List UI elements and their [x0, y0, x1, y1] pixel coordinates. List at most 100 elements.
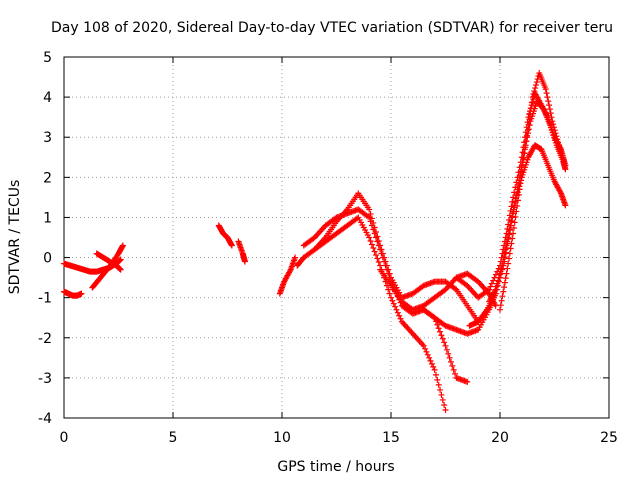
data-point — [424, 351, 431, 358]
data-point — [374, 233, 381, 240]
data-point — [499, 258, 506, 265]
data-point — [422, 345, 429, 352]
data-point — [393, 306, 400, 313]
data-point — [515, 191, 522, 198]
data-point — [551, 127, 558, 134]
data-point — [119, 242, 126, 249]
series-sat-b — [61, 288, 85, 299]
data-point — [368, 215, 375, 222]
data-point — [521, 150, 528, 157]
y-tick-labels: -4 -3 -2 -1 0 1 2 3 4 5 — [38, 50, 52, 427]
x-tick-label: 25 — [600, 430, 618, 446]
data-point — [396, 312, 403, 319]
data-point — [373, 234, 380, 241]
data-point — [499, 293, 506, 300]
data-point — [501, 279, 508, 286]
data-point — [516, 186, 523, 193]
series-sat-o — [486, 142, 569, 305]
data-point — [507, 222, 514, 229]
data-point — [370, 245, 377, 252]
data-point — [520, 156, 527, 163]
data-point — [503, 270, 510, 277]
data-point — [508, 240, 515, 247]
data-point — [510, 224, 517, 231]
data-point — [442, 342, 449, 349]
data-point — [546, 106, 553, 113]
data-point — [428, 360, 435, 367]
data-point — [447, 358, 454, 365]
data-point — [487, 283, 494, 290]
data-point — [494, 280, 501, 287]
data-point — [504, 234, 511, 241]
y-tick-label: -1 — [38, 291, 52, 307]
data-point — [373, 228, 380, 235]
series-sat-p — [497, 70, 569, 313]
data-point — [509, 210, 516, 217]
data-point — [550, 124, 557, 131]
data-point — [492, 286, 499, 293]
data-point — [523, 138, 530, 145]
data-point — [228, 242, 235, 249]
data-point — [562, 162, 569, 169]
data-point — [374, 255, 381, 262]
data-point — [434, 376, 441, 383]
data-point — [488, 280, 495, 287]
data-point — [435, 325, 442, 332]
data-point — [371, 248, 378, 255]
data-point — [532, 85, 539, 92]
data-point — [394, 309, 401, 316]
data-point — [443, 346, 450, 353]
data-point — [497, 306, 503, 313]
data-point — [508, 203, 515, 210]
data-point — [513, 208, 520, 215]
y-tick-label: 2 — [43, 170, 52, 186]
data-point — [514, 197, 521, 204]
series-sat-h — [294, 214, 449, 413]
data-point — [379, 250, 386, 257]
data-point — [388, 294, 394, 301]
y-tick-label: -2 — [38, 331, 52, 347]
data-point — [439, 335, 446, 342]
data-point — [512, 198, 519, 205]
data-point — [437, 386, 444, 393]
data-point — [497, 268, 504, 275]
data-point — [375, 238, 382, 245]
data-point — [518, 174, 525, 181]
data-point — [497, 302, 504, 309]
data-point — [501, 284, 508, 291]
x-tick-label: 20 — [491, 430, 509, 446]
data-point — [539, 105, 546, 112]
data-point — [502, 246, 509, 253]
data-point — [385, 266, 392, 273]
data-point — [427, 357, 434, 364]
data-point — [506, 226, 513, 233]
data-point — [368, 241, 375, 248]
data-point — [555, 139, 562, 146]
data-point — [546, 102, 553, 109]
data-point — [117, 256, 124, 263]
data-point — [503, 242, 510, 249]
data-point — [373, 252, 380, 259]
data-point — [486, 286, 493, 293]
data-point — [383, 262, 390, 269]
data-point — [441, 339, 448, 346]
data-point — [530, 91, 537, 98]
data-point — [386, 290, 393, 297]
data-point — [547, 110, 554, 117]
data-point — [509, 235, 516, 242]
x-tick-label: 10 — [273, 430, 291, 446]
data-point — [464, 378, 471, 385]
data-point — [377, 242, 384, 249]
data-point — [382, 258, 389, 265]
data-point — [431, 366, 438, 373]
data-point — [529, 94, 536, 101]
data-point — [493, 283, 500, 290]
data-point — [507, 245, 514, 252]
data-point — [499, 262, 506, 269]
x-tick-label: 15 — [382, 430, 400, 446]
data-point — [542, 86, 549, 93]
data-point — [550, 121, 557, 128]
data-point — [562, 202, 569, 209]
series-sat-e — [215, 222, 235, 249]
data-point — [446, 354, 453, 361]
